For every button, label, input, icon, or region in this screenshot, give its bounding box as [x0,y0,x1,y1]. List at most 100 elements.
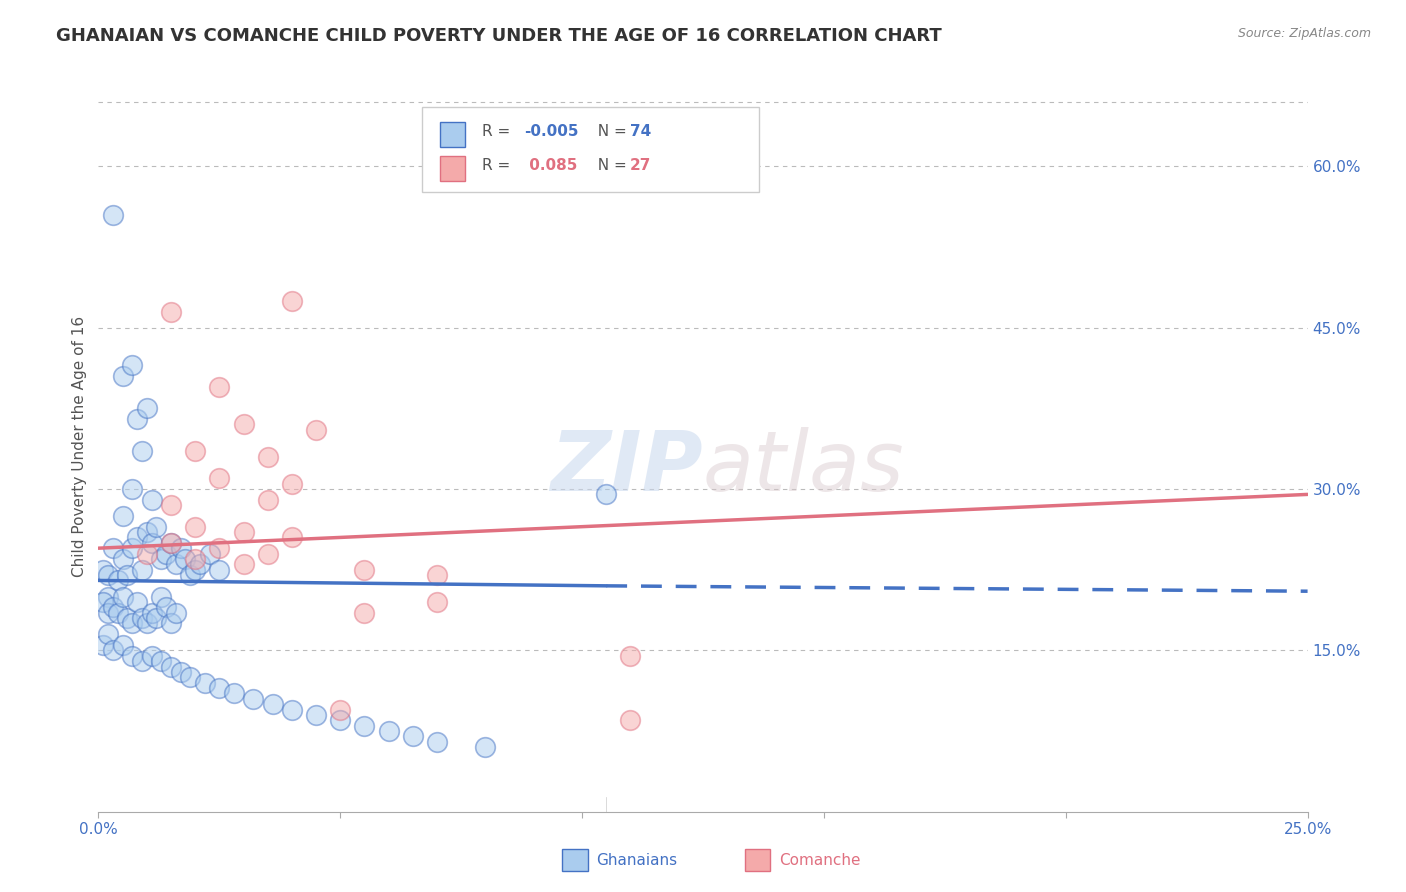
Point [208,541,231,556]
Point [97,568,120,582]
Point [281,530,304,544]
Point [329,702,352,716]
Point [150,654,173,668]
Point [165,606,187,620]
Point [194,675,217,690]
Point [127,412,149,426]
Point [135,524,157,539]
Point [242,691,264,706]
Point [101,600,124,615]
Point [353,606,375,620]
Text: GHANAIAN VS COMANCHE CHILD POVERTY UNDER THE AGE OF 16 CORRELATION CHART: GHANAIAN VS COMANCHE CHILD POVERTY UNDER… [56,27,942,45]
Point [179,568,201,582]
Point [97,606,120,620]
Point [426,735,449,749]
Text: -0.005: -0.005 [524,124,579,139]
Point [160,304,183,318]
Point [135,616,157,631]
Point [208,471,231,485]
Point [353,563,375,577]
Point [135,401,157,416]
Point [184,444,207,458]
Point [329,714,352,728]
Point [281,476,304,491]
Point [121,616,143,631]
Point [160,659,183,673]
Point [117,611,139,625]
Point [111,552,134,566]
Point [121,541,143,556]
Point [619,714,641,728]
Point [101,208,124,222]
Point [141,606,163,620]
Point [97,627,120,641]
Point [111,590,134,604]
Point [141,536,163,550]
Text: atlas: atlas [703,427,904,508]
Point [281,293,304,308]
Point [305,423,328,437]
Point [619,648,641,663]
Text: ZIP: ZIP [550,427,703,508]
Point [91,563,114,577]
Point [208,563,231,577]
Point [169,665,191,679]
Point [262,697,284,711]
Point [131,654,153,668]
Point [145,611,167,625]
Point [169,541,191,556]
Point [135,547,157,561]
Point [101,541,124,556]
Point [160,536,183,550]
Point [141,492,163,507]
Point [184,563,207,577]
Point [208,380,231,394]
Point [121,482,143,496]
Point [117,568,139,582]
Text: Source: ZipAtlas.com: Source: ZipAtlas.com [1237,27,1371,40]
Point [131,611,153,625]
Point [121,648,143,663]
Point [184,519,207,533]
Point [91,595,114,609]
Point [111,508,134,523]
Point [232,558,254,572]
Point [174,552,197,566]
Point [426,568,449,582]
Text: Comanche: Comanche [779,854,860,868]
Point [256,547,278,561]
Point [377,724,399,739]
Text: R =: R = [482,124,516,139]
Point [131,444,153,458]
Point [179,670,201,684]
Point [256,450,278,464]
Point [150,552,173,566]
Point [155,547,177,561]
Point [232,417,254,432]
Point [150,590,173,604]
Point [305,707,328,722]
Point [121,359,143,373]
Point [131,563,153,577]
Y-axis label: Child Poverty Under the Age of 16: Child Poverty Under the Age of 16 [72,316,87,576]
Point [111,369,134,384]
Point [160,498,183,512]
Text: N =: N = [588,158,631,173]
Point [232,524,254,539]
Point [188,558,211,572]
Point [184,552,207,566]
Point [127,595,149,609]
Text: 74: 74 [630,124,651,139]
Text: R =: R = [482,158,516,173]
Point [281,702,304,716]
Text: 27: 27 [630,158,651,173]
Point [595,487,617,501]
Point [256,492,278,507]
Point [101,643,124,657]
Point [155,600,177,615]
Point [141,648,163,663]
Point [160,536,183,550]
Point [402,730,425,744]
Point [208,681,231,695]
Text: N =: N = [588,124,631,139]
